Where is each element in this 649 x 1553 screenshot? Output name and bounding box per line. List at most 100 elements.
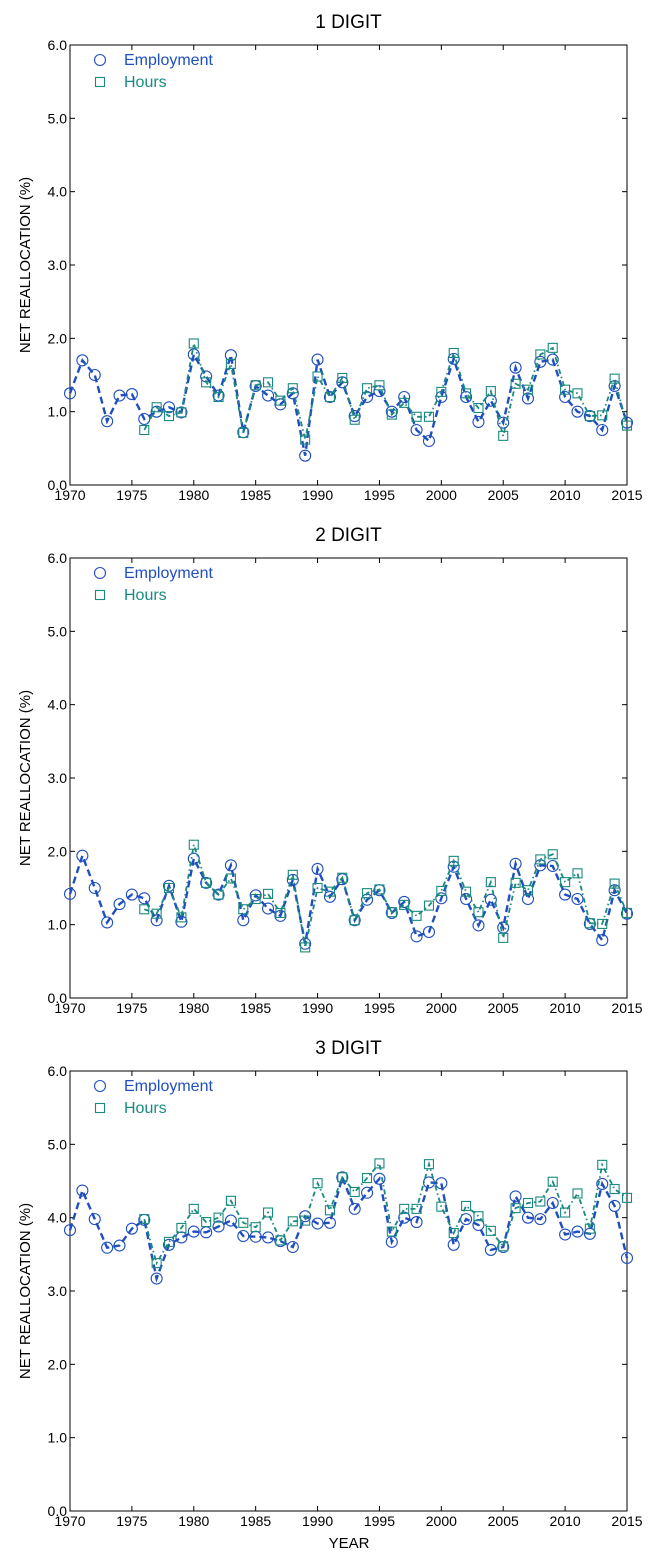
hours-point — [275, 907, 286, 918]
employment-point — [484, 1243, 497, 1256]
x-tick-label: 2010 — [550, 1513, 581, 1529]
employment-point — [113, 1239, 126, 1252]
employment-point — [125, 888, 138, 901]
hours-point — [522, 384, 534, 395]
hours-point — [163, 1236, 175, 1247]
hours-point — [238, 904, 249, 915]
legend: Employment Hours — [93, 1078, 213, 1117]
employment-point — [261, 389, 275, 402]
panel-3-digit: 3 DIGIT 0.0 1.0 2.0 3.0 4.0 5.0 6.0 1970 1975 1980… — [17, 1038, 643, 1529]
hours-point — [349, 1186, 360, 1198]
employment-point — [546, 353, 559, 366]
hours-point — [300, 942, 311, 953]
hours-point — [262, 1207, 274, 1218]
employment-point — [435, 1177, 448, 1190]
y-tick-label: 4.0 — [48, 697, 68, 713]
employment-point — [175, 406, 188, 419]
employment-point — [559, 1228, 572, 1241]
employment-point — [63, 1224, 77, 1237]
employment-point — [88, 1213, 101, 1226]
employment-point — [187, 348, 200, 361]
employment-point — [187, 1225, 200, 1238]
employment-point — [460, 892, 473, 906]
x-tick-label: 1985 — [240, 1513, 271, 1529]
y-tick-label: 4.0 — [48, 1210, 68, 1226]
employment-point — [299, 449, 312, 462]
hours-point — [399, 397, 410, 408]
hours-point — [411, 1203, 422, 1214]
x-tick-label: 1975 — [116, 487, 147, 503]
hours-point — [473, 402, 484, 414]
y-axis-label: NET REALLOCATION (%) — [17, 177, 34, 353]
hours-point — [609, 373, 620, 384]
x-tick-label: 1980 — [178, 487, 209, 503]
x-tick-label: 1995 — [364, 1513, 395, 1529]
employment-point — [150, 1272, 163, 1285]
hours-point — [312, 371, 323, 382]
employment-point — [138, 412, 151, 426]
employment-point — [323, 390, 336, 404]
hours-point — [225, 358, 236, 370]
hours-point — [448, 855, 459, 866]
hours-point — [510, 378, 521, 389]
x-tick-label: 2005 — [488, 1000, 519, 1016]
employment-point — [224, 859, 237, 872]
employment-point — [348, 410, 361, 423]
employment-point — [212, 888, 225, 901]
y-tick-label: 4.0 — [48, 184, 68, 200]
hours-point — [547, 1176, 558, 1187]
employment-point — [113, 898, 126, 911]
hours-point — [337, 372, 348, 383]
hours-point — [498, 1241, 509, 1252]
employment-point — [150, 405, 163, 418]
hours-point — [188, 338, 199, 349]
employment-point — [410, 1216, 423, 1229]
x-tick-label: 1985 — [240, 487, 271, 503]
y-tick-label: 0.0 — [48, 477, 68, 493]
x-tick-label: 1985 — [240, 1000, 271, 1016]
hours-point — [139, 904, 150, 915]
hours-point — [139, 424, 150, 436]
hours-point — [250, 893, 261, 905]
x-tick-label: 2010 — [550, 487, 581, 503]
legend-hours-marker — [94, 1102, 106, 1114]
employment-point — [101, 1241, 114, 1254]
hours-point — [485, 386, 496, 397]
x-tick-label: 2015 — [611, 487, 642, 503]
employment-point — [101, 916, 114, 929]
hours-point — [262, 888, 274, 899]
x-tick-label: 1980 — [178, 1000, 209, 1016]
hours-point — [324, 886, 335, 897]
hours-point — [151, 908, 162, 919]
legend-hours-marker — [94, 589, 106, 601]
x-tick-label: 1990 — [302, 487, 333, 503]
hours-point — [213, 391, 224, 403]
employment-point — [608, 1199, 621, 1212]
x-tick-label: 1990 — [302, 1513, 333, 1529]
x-tick-label: 1995 — [364, 487, 395, 503]
employment-point — [559, 390, 572, 404]
employment-point — [571, 1225, 584, 1238]
hours-point — [349, 915, 360, 926]
employment-point — [534, 355, 547, 368]
employment-point — [261, 902, 275, 915]
hours-point — [399, 899, 410, 910]
employment-point — [410, 930, 423, 943]
hours-point — [275, 1235, 286, 1246]
hours-point — [609, 1184, 620, 1195]
chart-title: 1 DIGIT — [315, 12, 382, 33]
hours-point — [461, 886, 472, 897]
y-axis-label: NET REALLOCATION (%) — [17, 690, 34, 866]
hours-point — [609, 878, 620, 889]
employment-point — [509, 361, 522, 374]
hours-point — [151, 402, 162, 413]
employment-point — [336, 1171, 349, 1184]
hours-point — [312, 1178, 323, 1189]
hours-point — [423, 411, 435, 422]
hours-point — [423, 900, 435, 911]
employment-point — [398, 895, 411, 908]
hours-point — [300, 1215, 311, 1226]
panel-1-digit: 1 DIGIT 0.0 1.0 2.0 3.0 4.0 5.0 6.0 1970 1975 1980… — [17, 12, 643, 503]
employment-point — [286, 873, 299, 886]
